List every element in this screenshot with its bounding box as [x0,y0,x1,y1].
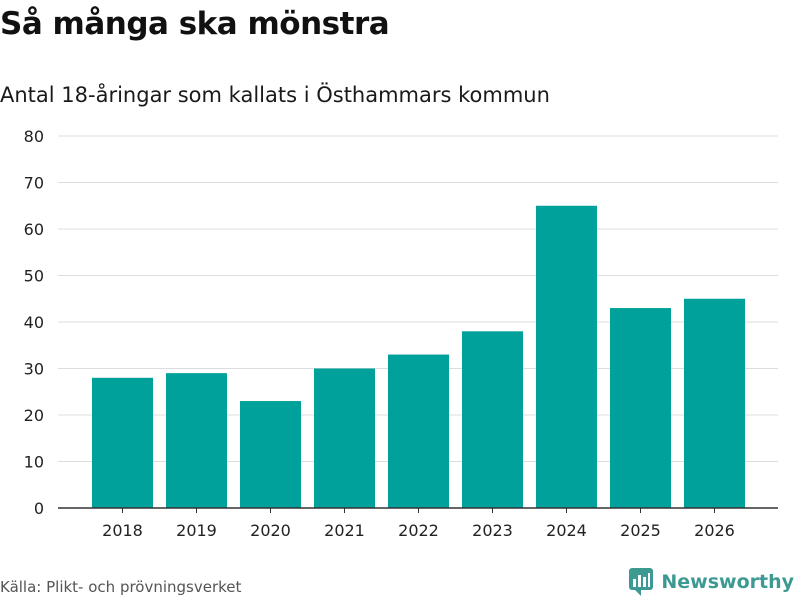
source-note: Källa: Plikt- och prövningsverket [0,578,242,596]
x-tick-label: 2021 [324,521,365,540]
x-tick-label: 2022 [398,521,439,540]
bar-2022 [388,354,449,508]
y-tick-label: 80 [24,127,44,146]
x-tick-label: 2026 [694,521,735,540]
newsworthy-logo-icon [629,568,654,596]
x-tick-label: 2023 [472,521,513,540]
y-tick-label: 50 [24,267,44,286]
x-tick-label: 2018 [102,521,143,540]
bar-2020 [240,401,301,508]
bar-2026 [684,298,745,508]
bar-2018 [92,377,153,508]
y-tick-label: 30 [24,360,44,379]
x-tick-label: 2020 [250,521,291,540]
chart-title: Så många ska mönstra [0,6,390,42]
y-axis-ticks: 0 10 20 30 40 50 60 70 80 [24,127,44,518]
bar-2024 [536,205,597,508]
y-tick-label: 40 [24,313,44,332]
x-tick-label: 2025 [620,521,661,540]
x-tick-label: 2024 [546,521,587,540]
bar-2025 [610,308,671,508]
bars [92,205,745,508]
bar-2023 [462,331,523,508]
chart-subtitle: Antal 18-åringar som kallats i Östhammar… [0,83,550,107]
y-tick-label: 10 [24,453,44,472]
y-tick-label: 20 [24,406,44,425]
bar-2021 [314,368,375,508]
x-tick-label: 2019 [176,521,217,540]
brand-logo: Newsworthy [629,568,794,596]
y-tick-label: 70 [24,174,44,193]
brand-name: Newsworthy [661,571,794,593]
x-axis-ticks: 2018 2019 2020 2021 2022 2023 2024 2025 2026 [102,508,735,540]
bar-2019 [166,373,227,508]
y-tick-label: 0 [34,499,44,518]
y-tick-label: 60 [24,220,44,239]
